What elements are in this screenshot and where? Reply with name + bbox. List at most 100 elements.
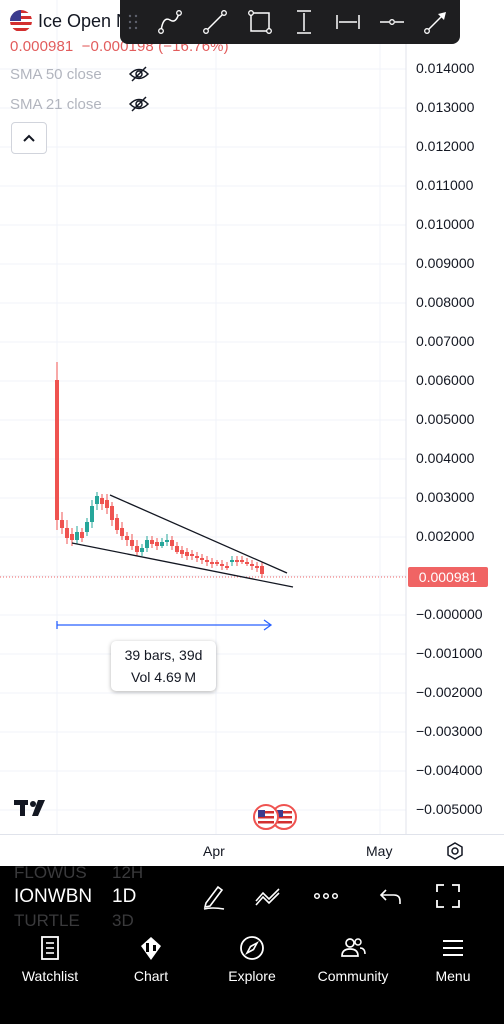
candle-body [170, 540, 174, 546]
price-tick-label: −0.001000 [416, 645, 483, 661]
time-label-apr: Apr [203, 843, 225, 859]
candle-body [175, 546, 179, 552]
price-tick-label: 0.005000 [416, 411, 475, 427]
last-price-value: 0.000981 [10, 38, 74, 55]
us-flag-icon [10, 10, 32, 32]
event-flags-icon[interactable] [252, 803, 300, 831]
candle-body [140, 548, 144, 552]
candle-body [65, 528, 69, 538]
candle-body [130, 540, 134, 546]
candle-body [245, 562, 249, 564]
hidden-eye-icon[interactable] [128, 65, 150, 83]
watchlist-icon [41, 936, 59, 960]
nav-chart[interactable]: Chart [101, 934, 201, 994]
candle-body [95, 496, 99, 504]
candle-body [215, 562, 219, 564]
candle-body [235, 560, 239, 562]
bottom-navigation[interactable]: Watchlist Chart Explore Community Me [0, 928, 504, 1024]
candle-body [200, 558, 204, 560]
settings-icon[interactable] [445, 841, 465, 861]
candle-body [110, 506, 114, 520]
next-interval[interactable]: 3D [112, 911, 134, 928]
candle-body [240, 560, 244, 562]
nav-explore[interactable]: Explore [202, 934, 302, 994]
price-tick-label: −0.003000 [416, 723, 483, 739]
price-tick-label: 0.003000 [416, 489, 475, 505]
nav-label-watchlist: Watchlist [21, 968, 79, 984]
compass-icon [240, 936, 264, 960]
candle-body [105, 500, 109, 508]
undo-icon[interactable] [376, 881, 406, 911]
price-tick-label: 0.008000 [416, 294, 475, 310]
price-tick-label: 0.009000 [416, 255, 475, 271]
more-icon[interactable] [311, 881, 341, 911]
arrow-tool-icon[interactable] [420, 6, 452, 38]
candle-body [115, 518, 119, 530]
next-symbol[interactable]: TURTLE [14, 911, 80, 928]
trend-line-tool-icon[interactable] [199, 6, 231, 38]
date-range-tool-icon[interactable] [332, 6, 364, 38]
current-symbol[interactable]: IONWBN [14, 886, 93, 907]
hidden-eye-icon[interactable] [128, 95, 150, 113]
horizontal-ray-tool-icon[interactable] [376, 6, 408, 38]
date-range-arrow [263, 619, 273, 631]
candle-body [85, 522, 89, 532]
pencil-icon[interactable] [198, 881, 228, 911]
nav-community[interactable]: Community [303, 934, 403, 994]
nav-menu[interactable]: Menu [403, 934, 503, 994]
candle-body [185, 552, 189, 556]
candle-body [60, 520, 64, 528]
candle-body [80, 532, 84, 538]
prev-interval[interactable]: 12H [112, 866, 144, 882]
wedge-upper-line [109, 494, 288, 574]
candle-body [180, 550, 184, 554]
candle-body [220, 564, 224, 566]
price-tick-label: 0.013000 [416, 99, 475, 115]
candle-body [160, 542, 164, 546]
candle-body [155, 542, 159, 546]
curve-tool-icon[interactable] [154, 6, 186, 38]
symbol-timeframe-bar[interactable]: FLOWUS 12H IONWBN 1D TURTLE 3D [0, 866, 504, 928]
candle-body [250, 564, 254, 566]
price-range-tool-icon[interactable] [288, 6, 320, 38]
rectangle-tool-icon[interactable] [244, 6, 276, 38]
candle-body [190, 554, 194, 556]
candle-body [150, 540, 154, 544]
chart-canvas[interactable] [0, 0, 504, 866]
candles [55, 362, 264, 578]
symbol-header[interactable]: Ice Open N [10, 8, 129, 34]
candle-body [120, 528, 124, 536]
chart-grid [0, 0, 406, 834]
nav-label-menu: Menu [435, 968, 471, 984]
measure-volume: Vol 4.69 M [130, 669, 197, 685]
drag-handle-icon[interactable] [128, 14, 138, 30]
price-tick-label: −0.000000 [416, 606, 483, 622]
price-tick-label: 0.011000 [416, 177, 474, 193]
community-icon [341, 938, 366, 957]
last-price-label: 0.000981 [408, 567, 488, 587]
drawing-toolbar[interactable] [120, 0, 460, 44]
nav-watchlist[interactable]: Watchlist [0, 934, 100, 994]
price-tick-label: 0.010000 [416, 216, 475, 232]
indicators-icon[interactable] [253, 881, 283, 911]
price-tick-label: −0.004000 [416, 762, 483, 778]
candle-body [260, 566, 264, 574]
price-tick-label: 0.014000 [416, 60, 475, 76]
indicator-sma-21[interactable]: SMA 21 close [10, 96, 102, 113]
candle-body [100, 498, 104, 504]
indicator-sma-50[interactable]: SMA 50 close [10, 66, 102, 83]
tradingview-logo-icon [14, 800, 45, 816]
date-range-measure [56, 619, 273, 631]
symbol-name[interactable]: Ice Open N [38, 10, 130, 31]
current-interval[interactable]: 1D [112, 886, 137, 907]
fullscreen-icon[interactable] [433, 881, 463, 911]
prev-symbol[interactable]: FLOWUS [14, 866, 87, 882]
price-tick-label: 0.007000 [416, 333, 475, 349]
price-tick-label: 0.006000 [416, 372, 475, 388]
time-axis[interactable]: Apr May [0, 834, 504, 866]
candle-body [70, 534, 74, 540]
candle-body [55, 380, 59, 520]
price-tick-label: −0.005000 [416, 801, 483, 817]
collapse-legend-button[interactable] [11, 122, 47, 154]
chart-area[interactable]: Ice Open N 0.000981 −0.000198 (−16.76%) … [0, 0, 504, 866]
